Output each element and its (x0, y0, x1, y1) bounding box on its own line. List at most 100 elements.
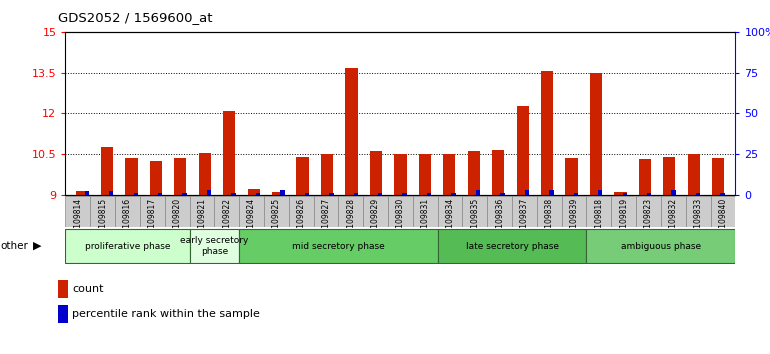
Bar (150, 161, 162, 195)
Bar (239, 229, 437, 263)
Bar (419, 154, 431, 195)
Text: GDS2052 / 1569600_at: GDS2052 / 1569600_at (58, 11, 213, 24)
Bar (598, 190, 602, 195)
Bar (346, 69, 357, 195)
Bar (65, 229, 189, 263)
Bar (636, 196, 661, 227)
Bar (370, 151, 382, 195)
Bar (451, 193, 456, 195)
Bar (524, 190, 529, 195)
Bar (541, 71, 553, 195)
Bar (611, 196, 636, 227)
Bar (512, 196, 537, 227)
Text: GSM109818: GSM109818 (594, 198, 604, 244)
Bar (305, 193, 309, 195)
Text: late secretory phase: late secretory phase (466, 241, 558, 251)
Bar (590, 73, 602, 195)
Bar (174, 158, 186, 195)
Bar (413, 196, 437, 227)
Text: GSM109834: GSM109834 (446, 198, 454, 244)
Text: GSM109838: GSM109838 (544, 198, 554, 244)
Text: GSM109816: GSM109816 (123, 198, 132, 244)
Bar (492, 150, 504, 195)
Bar (565, 158, 578, 195)
Bar (223, 110, 236, 195)
Text: GSM109835: GSM109835 (470, 198, 480, 244)
Text: GSM109822: GSM109822 (223, 198, 231, 244)
Bar (437, 229, 587, 263)
Text: other: other (1, 241, 28, 251)
Bar (248, 189, 259, 195)
Text: GSM109831: GSM109831 (420, 198, 430, 244)
Bar (549, 190, 554, 195)
Bar (338, 196, 363, 227)
Text: GSM109839: GSM109839 (570, 198, 578, 244)
Bar (574, 193, 578, 195)
Bar (321, 154, 333, 195)
Text: GSM109814: GSM109814 (73, 198, 82, 244)
Text: GSM109829: GSM109829 (371, 198, 380, 244)
Bar (85, 192, 89, 195)
Bar (378, 193, 383, 195)
Text: GSM109820: GSM109820 (172, 198, 182, 244)
Bar (199, 153, 211, 195)
Bar (313, 196, 338, 227)
Text: GSM109828: GSM109828 (346, 198, 355, 244)
Bar (126, 158, 138, 195)
Bar (661, 196, 686, 227)
Bar (353, 193, 358, 195)
Text: GSM109815: GSM109815 (98, 198, 107, 244)
Text: GSM109826: GSM109826 (296, 198, 306, 244)
Text: GSM109821: GSM109821 (197, 198, 206, 244)
Bar (133, 193, 138, 195)
Bar (363, 196, 388, 227)
Bar (214, 196, 239, 227)
Text: early secretory
phase: early secretory phase (180, 236, 249, 256)
Text: GSM109825: GSM109825 (272, 198, 281, 244)
Bar (90, 196, 115, 227)
Bar (272, 192, 284, 195)
Bar (189, 196, 214, 227)
Bar (587, 196, 611, 227)
Bar (639, 159, 651, 195)
Bar (239, 196, 264, 227)
Text: GSM109819: GSM109819 (619, 198, 628, 244)
Bar (140, 196, 165, 227)
Bar (671, 190, 676, 195)
Bar (517, 107, 529, 195)
Bar (388, 196, 413, 227)
Bar (394, 154, 407, 195)
Text: count: count (72, 284, 104, 294)
Bar (403, 193, 407, 195)
Bar (476, 190, 480, 195)
Bar (264, 196, 289, 227)
Bar (467, 151, 480, 195)
Bar (437, 196, 463, 227)
Text: mid secretory phase: mid secretory phase (292, 241, 385, 251)
Bar (280, 190, 285, 195)
Bar (256, 193, 260, 195)
Text: percentile rank within the sample: percentile rank within the sample (72, 309, 260, 319)
Bar (622, 193, 627, 195)
Bar (109, 192, 113, 195)
Bar (58, 304, 68, 323)
Bar (189, 229, 239, 263)
Bar (587, 229, 735, 263)
Bar (58, 280, 68, 298)
Bar (101, 147, 113, 195)
Text: GSM109824: GSM109824 (247, 198, 256, 244)
Bar (329, 193, 333, 195)
Bar (65, 196, 90, 227)
Bar (463, 196, 487, 227)
Text: GSM109832: GSM109832 (669, 198, 678, 244)
Bar (165, 196, 189, 227)
Text: ambiguous phase: ambiguous phase (621, 241, 701, 251)
Bar (711, 196, 735, 227)
Text: GSM109823: GSM109823 (644, 198, 653, 244)
Bar (76, 190, 89, 195)
Bar (207, 190, 211, 195)
Bar (296, 157, 309, 195)
Bar (561, 196, 587, 227)
Text: proliferative phase: proliferative phase (85, 241, 170, 251)
Bar (115, 196, 140, 227)
